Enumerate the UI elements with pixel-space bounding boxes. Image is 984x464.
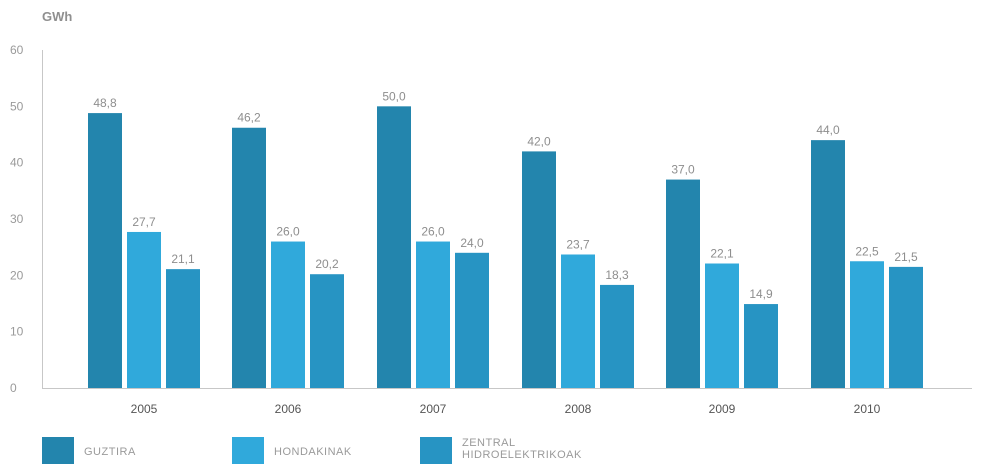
data-label: 26,0 (421, 225, 445, 239)
bar (310, 274, 344, 388)
x-category-label: 2010 (854, 402, 881, 416)
y-tick-label: 10 (10, 325, 24, 339)
bar (166, 269, 200, 388)
bar (705, 263, 739, 388)
data-label: 24,0 (460, 236, 484, 250)
x-category-label: 2005 (131, 402, 158, 416)
legend-label: HIDROELEKTRIKOAK (462, 449, 582, 461)
bars-group (88, 106, 923, 389)
y-tick-label: 60 (10, 43, 24, 57)
data-label: 20,2 (315, 257, 339, 271)
x-axis-category-labels: 2005 2006 2007 2008 2009 2010 (131, 402, 881, 416)
data-label: 37,0 (671, 163, 695, 177)
data-label: 26,0 (276, 225, 300, 239)
bar (600, 284, 634, 388)
bar (561, 254, 595, 388)
x-category-label: 2006 (275, 402, 302, 416)
bar (127, 231, 161, 388)
legend-label: HONDAKINAK (274, 446, 352, 458)
legend-swatch (232, 437, 264, 464)
data-label: 27,7 (132, 215, 156, 229)
y-axis-tick-labels: 0 10 20 30 40 50 60 (10, 43, 24, 395)
data-label: 50,0 (382, 89, 406, 103)
unit-label: GWh (42, 9, 72, 24)
bar (88, 113, 122, 389)
y-tick-label: 30 (10, 212, 24, 226)
bar (416, 241, 450, 388)
x-category-label: 2007 (420, 402, 447, 416)
data-label: 22,1 (710, 247, 734, 261)
bar (744, 304, 778, 388)
data-label: 42,0 (527, 134, 551, 148)
x-category-label: 2009 (709, 402, 736, 416)
data-label: 21,5 (894, 250, 918, 264)
y-tick-label: 20 (10, 268, 24, 282)
legend-swatch (420, 437, 452, 464)
y-tick-label: 40 (10, 156, 24, 170)
data-label: 21,1 (171, 252, 195, 266)
data-label: 18,3 (605, 268, 629, 282)
legend-swatch (42, 437, 74, 464)
data-label: 44,0 (816, 123, 840, 137)
bar (271, 241, 305, 388)
data-labels-group: 48,8 27,7 21,1 46,2 26,0 20,2 50,0 26,0 24,0 42,0… (93, 89, 918, 301)
data-label: 14,9 (749, 287, 773, 301)
data-label: 48,8 (93, 96, 117, 110)
bar (232, 127, 266, 389)
data-label: 23,7 (566, 237, 590, 251)
legend-label: ZENTRAL (462, 437, 516, 449)
y-tick-label: 50 (10, 99, 24, 113)
data-label: 22,5 (855, 244, 879, 258)
y-tick-label: 0 (10, 381, 17, 395)
bar (377, 106, 411, 388)
bar (455, 252, 489, 388)
x-category-label: 2008 (565, 402, 592, 416)
bar (850, 261, 884, 388)
legend-label: GUZTIRA (84, 446, 136, 458)
bar (889, 266, 923, 388)
bar (666, 179, 700, 388)
bar (811, 140, 845, 388)
bar (522, 151, 556, 388)
data-label: 46,2 (237, 111, 261, 125)
